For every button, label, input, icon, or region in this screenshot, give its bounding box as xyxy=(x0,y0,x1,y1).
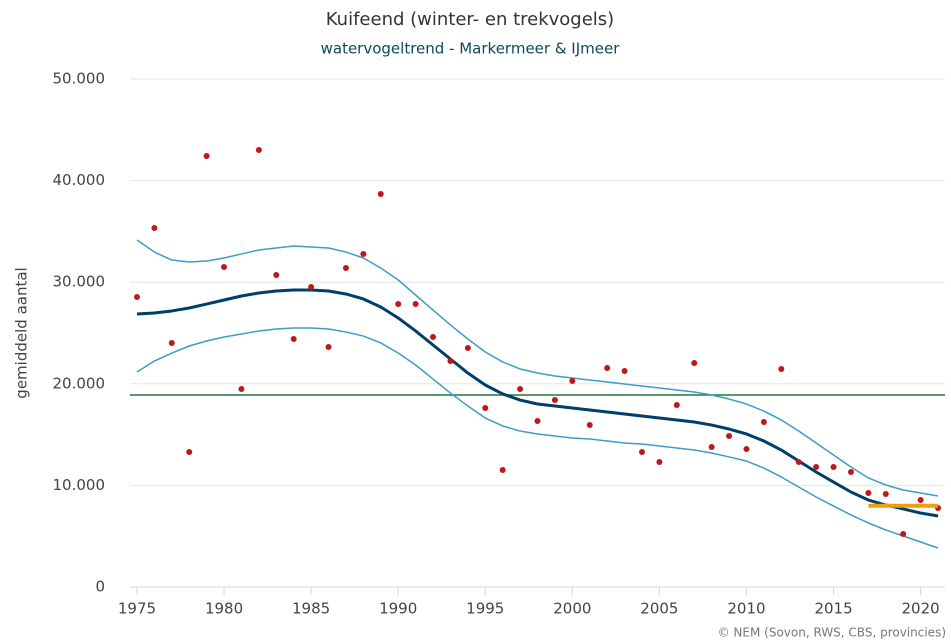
data-point xyxy=(778,365,785,372)
x-tick-label: 2010 xyxy=(727,600,765,618)
data-point xyxy=(638,448,645,455)
data-point xyxy=(847,468,854,475)
data-point xyxy=(813,464,820,471)
series-line xyxy=(136,239,939,497)
x-tick-label: 1990 xyxy=(379,600,417,618)
x-tick-label: 2005 xyxy=(640,600,678,618)
data-point xyxy=(255,147,262,154)
data-point xyxy=(499,466,506,473)
y-tick-label: 30.000 xyxy=(53,273,106,291)
data-point xyxy=(551,397,558,404)
x-tick-label: 2000 xyxy=(553,600,591,618)
series-line xyxy=(136,327,939,549)
data-point xyxy=(308,283,315,290)
data-point xyxy=(186,448,193,455)
data-point xyxy=(708,443,715,450)
data-point xyxy=(586,422,593,429)
data-point xyxy=(342,264,349,271)
data-point xyxy=(917,497,924,504)
x-tick-label: 2020 xyxy=(902,600,940,618)
x-tick-label: 1995 xyxy=(466,600,504,618)
credit: © NEM (Sovon, RWS, CBS, provincies) xyxy=(718,626,946,640)
data-point xyxy=(430,333,437,340)
chart-subtitle: watervogeltrend - Markermeer & IJmeer xyxy=(321,40,621,58)
data-point xyxy=(743,446,750,453)
data-point xyxy=(395,301,402,308)
data-point xyxy=(673,402,680,409)
data-point xyxy=(151,225,158,232)
data-point xyxy=(795,459,802,466)
chart-title: Kuifeend (winter- en trekvogels) xyxy=(326,9,614,30)
data-point xyxy=(726,433,733,440)
data-point xyxy=(464,345,471,352)
data-point xyxy=(882,491,889,498)
data-point xyxy=(325,344,332,351)
data-point xyxy=(865,490,872,497)
y-axis-label: gemiddeld aantal xyxy=(13,267,31,398)
data-point xyxy=(221,263,228,270)
y-tick-label: 40.000 xyxy=(53,171,106,189)
data-point xyxy=(238,385,245,392)
series-line xyxy=(136,288,939,518)
x-tick-label: 1975 xyxy=(118,600,156,618)
data-point xyxy=(691,359,698,366)
data-point xyxy=(569,377,576,384)
data-point xyxy=(534,417,541,424)
data-point xyxy=(517,385,524,392)
data-point xyxy=(621,367,628,374)
data-point xyxy=(760,419,767,426)
data-point xyxy=(482,404,489,411)
data-point xyxy=(377,191,384,198)
y-tick-label: 0 xyxy=(95,578,105,596)
data-point xyxy=(900,530,907,537)
x-tick-label: 1985 xyxy=(292,600,330,618)
y-tick-label: 10.000 xyxy=(53,476,106,494)
data-point xyxy=(133,294,140,301)
data-point xyxy=(290,335,297,342)
data-point xyxy=(203,153,210,160)
data-point xyxy=(168,339,175,346)
data-point xyxy=(273,271,280,278)
y-tick-label: 50.000 xyxy=(53,70,106,88)
x-tick-label: 1980 xyxy=(205,600,243,618)
data-point xyxy=(447,358,454,365)
data-point xyxy=(412,301,419,308)
y-tick-label: 20.000 xyxy=(53,374,106,392)
data-point xyxy=(604,364,611,371)
data-point xyxy=(830,464,837,471)
data-point xyxy=(656,459,663,466)
x-tick-label: 2015 xyxy=(814,600,852,618)
data-point xyxy=(360,250,367,257)
